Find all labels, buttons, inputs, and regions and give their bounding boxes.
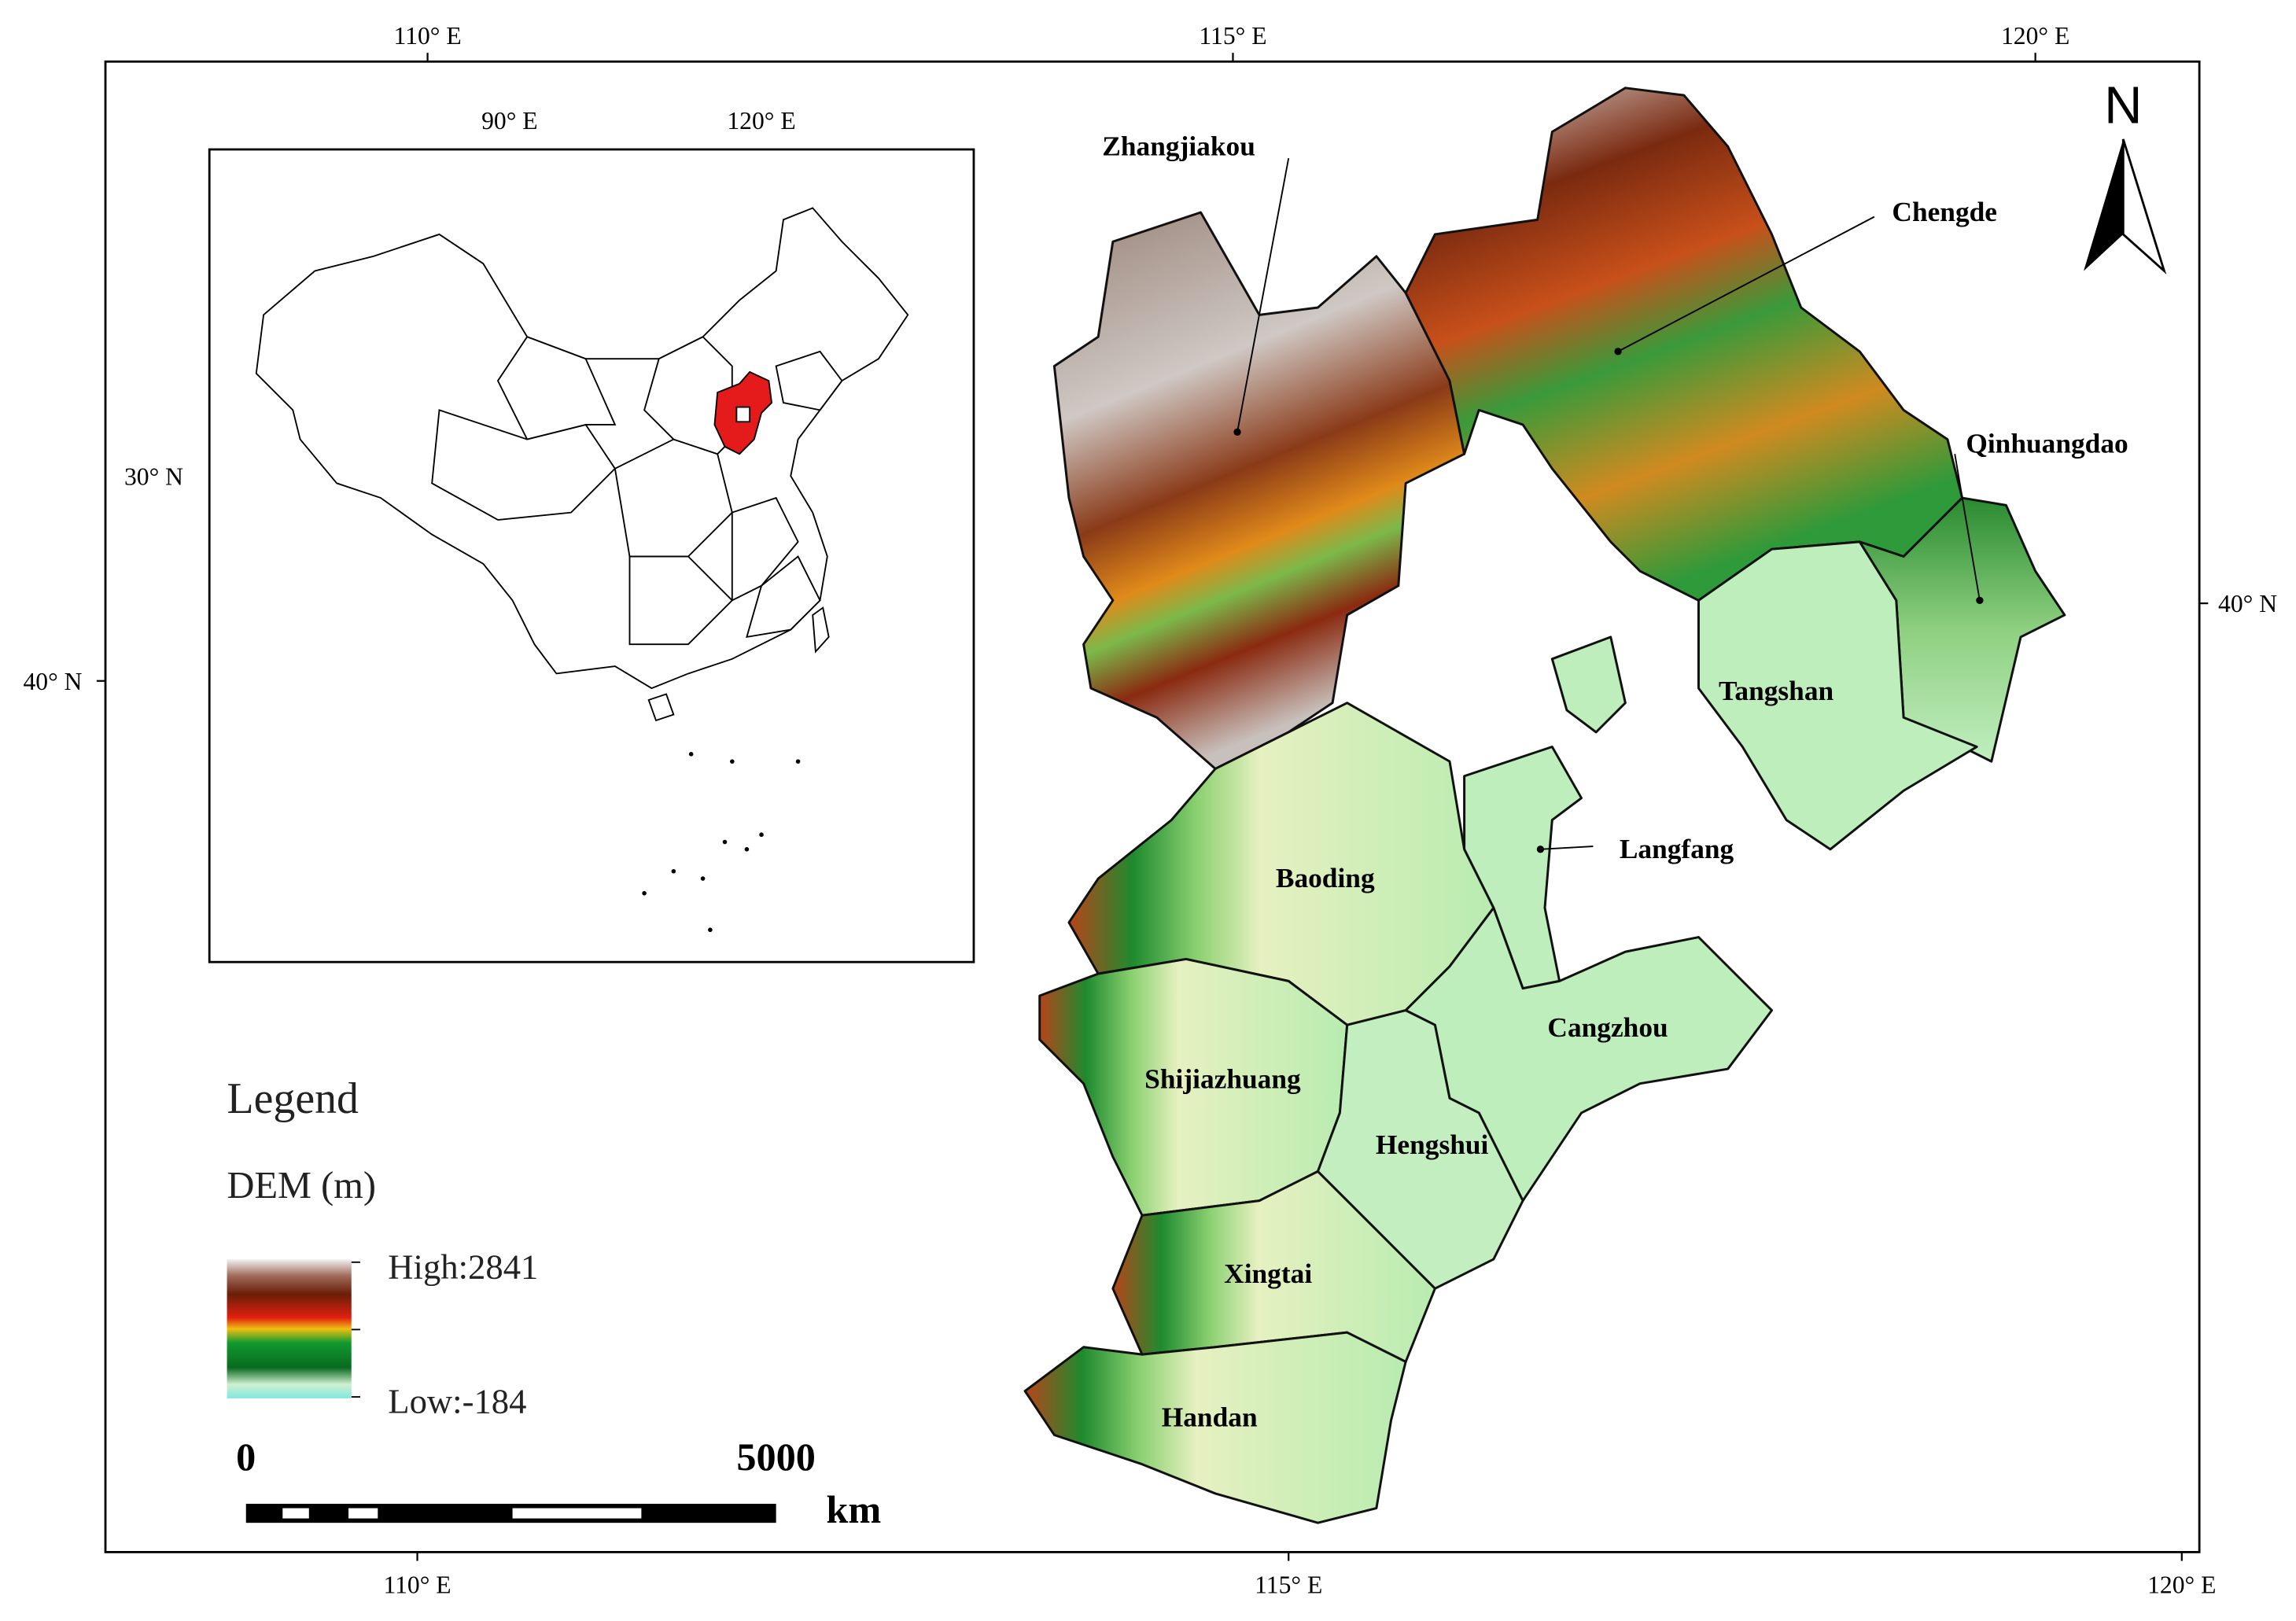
north-arrow xyxy=(2084,138,2167,274)
left-lat-label: 40° N xyxy=(24,668,83,695)
frame-ticks xyxy=(96,53,2209,1561)
leader-lines xyxy=(1236,157,1981,850)
legend-ticks xyxy=(351,1261,360,1398)
hebei-regions xyxy=(1023,87,2066,1524)
city-label: Xingtai xyxy=(1224,1258,1312,1289)
top-lon-label: 115° E xyxy=(1199,22,1266,50)
legend-ramp xyxy=(227,1259,352,1398)
right-lat-label: 40° N xyxy=(2218,590,2277,617)
region-hengshui xyxy=(1316,1009,1524,1290)
city-label: Shijiazhuang xyxy=(1144,1063,1301,1094)
city-label: Cangzhou xyxy=(1547,1011,1668,1043)
inset-lon-label: 90° E xyxy=(481,107,538,134)
scale-start: 0 xyxy=(236,1435,256,1479)
top-lon-label: 110° E xyxy=(394,22,462,50)
inset-islands xyxy=(642,752,801,933)
inset-hebei xyxy=(713,370,773,455)
scale-unit: km xyxy=(826,1487,881,1531)
region-handan xyxy=(1023,1331,1407,1524)
map-frame xyxy=(104,60,2201,1553)
north-label: N xyxy=(2104,76,2142,134)
legend-low: Low:-184 xyxy=(388,1382,526,1421)
scale-bar xyxy=(245,1503,776,1523)
city-label: Baoding xyxy=(1276,862,1375,893)
region-zhangjiakou xyxy=(1052,211,1466,770)
legend-title: Legend xyxy=(227,1074,359,1123)
city-label: Tangshan xyxy=(1719,675,1833,706)
top-lon-label: 120° E xyxy=(2001,22,2069,50)
left-lat-label: 30° N xyxy=(124,462,183,490)
bottom-lon-label: 120° E xyxy=(2147,1571,2216,1599)
city-label: Hengshui xyxy=(1376,1129,1489,1160)
scale-end: 5000 xyxy=(736,1435,815,1479)
region-chengde xyxy=(1404,87,1964,602)
city-points xyxy=(1233,348,1984,853)
inset-lon-label: 120° E xyxy=(727,107,795,134)
legend-subtitle: DEM (m) xyxy=(227,1165,377,1207)
legend-high: High:2841 xyxy=(388,1247,538,1286)
city-label: Handan xyxy=(1162,1401,1258,1432)
region-tangshan xyxy=(1697,540,1978,851)
city-label: Langfang xyxy=(1620,833,1734,864)
city-label: Chengde xyxy=(1892,196,1997,227)
city-label: Zhangjiakou xyxy=(1102,130,1255,161)
city-label: Qinhuangdao xyxy=(1966,427,2128,459)
bottom-lon-label: 110° E xyxy=(383,1571,451,1599)
bottom-lon-label: 115° E xyxy=(1255,1571,1322,1599)
inset-china xyxy=(255,207,909,722)
